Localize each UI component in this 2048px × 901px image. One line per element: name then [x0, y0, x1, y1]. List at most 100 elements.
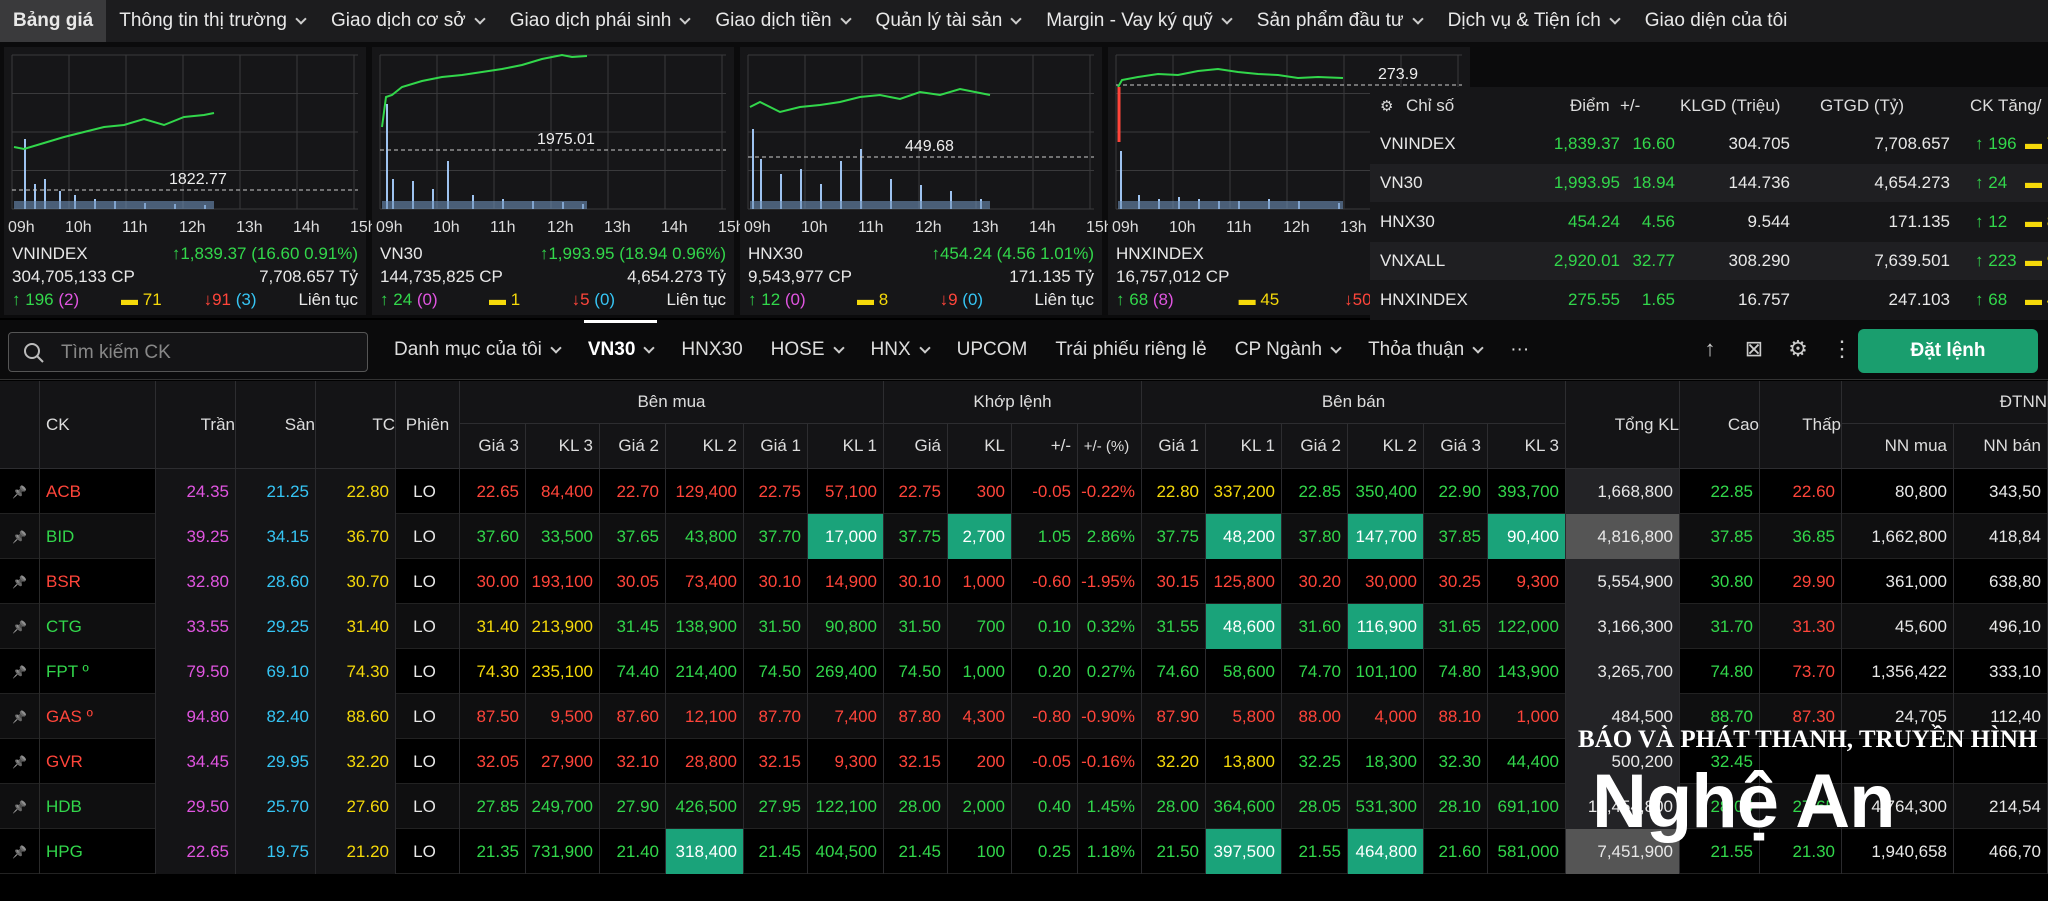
- cell-kl: 2,700: [948, 514, 1012, 559]
- pin-icon[interactable]: 📌: [0, 739, 40, 784]
- tab-label: UPCOM: [956, 339, 1028, 360]
- table-row[interactable]: 📌 HDB 29.50 25.70 27.60 LO 27.85 249,700 27.90 42…: [0, 784, 2048, 829]
- tab-item[interactable]: ···: [1496, 320, 1543, 380]
- tab-item[interactable]: HOSE: [757, 320, 857, 380]
- arrow-up-icon[interactable]: ↑: [1704, 336, 1716, 361]
- unchanged-count: 1: [2047, 173, 2048, 192]
- cell-nnm: 1,940,658: [1842, 829, 1954, 874]
- pin-icon[interactable]: 📌: [0, 784, 40, 829]
- table-row[interactable]: 📌 GAS º 94.80 82.40 88.60 LO 87.50 9,500 87.60 12…: [0, 694, 2048, 739]
- pin-icon[interactable]: 📌: [0, 469, 40, 514]
- panel-row-3: ↑ 24 (0) ▬ 1 ↓5 (0) Liên tục: [380, 289, 726, 311]
- pin-icon[interactable]: 📌: [0, 649, 40, 694]
- table-row[interactable]: 📌 HPG 22.65 19.75 21.20 LO 21.35 731,900 21.40 31…: [0, 829, 2048, 874]
- cell-pm: 1.05: [1012, 514, 1078, 559]
- header-kl1: KL 1: [808, 424, 884, 469]
- volume-bar: [760, 159, 762, 209]
- cell-ck[interactable]: FPT º: [40, 649, 156, 694]
- tab-item[interactable]: Trái phiếu riêng lẻ: [1041, 320, 1220, 380]
- header-gia1: Giá 1: [744, 424, 808, 469]
- gear-icon[interactable]: ⚙: [1788, 336, 1808, 361]
- table-row[interactable]: 📌 BID 39.25 34.15 36.70 LO 37.60 33,500 37.65 43,…: [0, 514, 2048, 559]
- nav-item[interactable]: Giao diện của tôi: [1632, 0, 1801, 42]
- cell-ck[interactable]: HDB: [40, 784, 156, 829]
- cell-tc: 74.30: [316, 649, 396, 694]
- cell-s1: 22.80: [1142, 469, 1206, 514]
- pin-icon[interactable]: 📌: [0, 829, 40, 874]
- panel-row-1: VNINDEX ↑1,839.37 (16.60 0.91%): [12, 243, 358, 265]
- cell-ck[interactable]: GVR: [40, 739, 156, 784]
- nav-item[interactable]: Quản lý tài sản: [863, 0, 1034, 42]
- cell-ck[interactable]: CTG: [40, 604, 156, 649]
- table-row[interactable]: 📌 CTG 33.55 29.25 31.40 LO 31.40 213,900 31.45 13…: [0, 604, 2048, 649]
- table-row[interactable]: 📌 ACB 24.35 21.25 22.80 LO 22.65 84,400 22.70 129…: [0, 469, 2048, 514]
- cell-ck[interactable]: BSR: [40, 559, 156, 604]
- table-row[interactable]: 📌 GVR 34.45 29.95 32.20 LO 32.05 27,900 32.10 28,…: [0, 739, 2048, 784]
- board-tabs: Danh mục của tôi VN30 HNX30 HOSE HNX UPCOM Trá…: [380, 320, 1543, 380]
- pin-icon[interactable]: 📌: [0, 559, 40, 604]
- cell-ck[interactable]: BID: [40, 514, 156, 559]
- nav-item[interactable]: Margin - Vay ký quỹ: [1033, 0, 1243, 42]
- nav-item[interactable]: Dịch vụ & Tiện ích: [1435, 0, 1632, 42]
- index-name[interactable]: HNX30: [748, 244, 803, 263]
- index-name[interactable]: HNXINDEX: [1116, 244, 1204, 263]
- chevron-down-icon: [1472, 341, 1484, 354]
- index-table-row[interactable]: VN30 1,993.95 18.94 144.736 4,654.273 ↑ 24 ▬ 1: [1370, 164, 2048, 202]
- nav-item[interactable]: Giao dịch cơ sở: [318, 0, 497, 42]
- unchanged: ▬ 71: [2025, 134, 2048, 154]
- tab-item[interactable]: VN30: [574, 320, 668, 380]
- search-input[interactable]: Tìm kiếm CK: [8, 332, 368, 372]
- index-table-row[interactable]: VNXALL 2,920.01 32.77 308.290 7,639.501 ↑ 223…: [1370, 242, 2048, 280]
- cell-ck[interactable]: GAS º: [40, 694, 156, 739]
- index-chart-panel[interactable]: 1822.77 09h 10h 11h 12h 13h 14h 15h VNINDEX ↑1,83…: [4, 47, 377, 315]
- pin-icon[interactable]: 📌: [0, 604, 40, 649]
- decliners-count: 5: [580, 290, 590, 309]
- advancers: ↑ 68 (8): [1116, 290, 1174, 309]
- index-table-row[interactable]: HNX30 454.24 4.56 9.544 171.135 ↑ 12 ▬ 8: [1370, 203, 2048, 241]
- cell-cao: 28.05: [1680, 784, 1760, 829]
- index-name[interactable]: VN30: [380, 244, 423, 263]
- nav-item[interactable]: Giao dịch phái sinh: [497, 0, 703, 42]
- nav-item[interactable]: Giao dịch tiền: [702, 0, 862, 42]
- cell-ck[interactable]: ACB: [40, 469, 156, 514]
- cell-bk1: 122,100: [808, 784, 884, 829]
- session-status: Liên tục: [666, 290, 726, 309]
- header-ck: CK: [40, 381, 156, 469]
- chevron-down-icon: [643, 341, 656, 354]
- tab-item[interactable]: UPCOM: [943, 320, 1042, 380]
- cell-phien: LO: [396, 559, 460, 604]
- table-row[interactable]: 📌 BSR 32.80 28.60 30.70 LO 30.00 193,100 30.05 73…: [0, 559, 2048, 604]
- tab-item[interactable]: CP Ngành: [1221, 320, 1354, 380]
- table-row[interactable]: 📌 FPT º 79.50 69.10 74.30 LO 74.30 235,100 74.40…: [0, 649, 2048, 694]
- time-tick: 11h: [490, 219, 516, 236]
- index-table-row[interactable]: HNXINDEX 275.55 1.65 16.757 247.103 ↑ 68 ▬ 45: [1370, 281, 2048, 319]
- tab-item[interactable]: HNX30: [667, 320, 756, 380]
- header-name: Chỉ số: [1406, 96, 1455, 115]
- gear-icon[interactable]: ⚙: [1380, 98, 1394, 115]
- more-vertical-icon[interactable]: ⋮: [1831, 336, 1853, 361]
- nav-item[interactable]: Thông tin thị trường: [106, 0, 318, 42]
- nav-item[interactable]: Sản phẩm đầu tư: [1244, 0, 1435, 42]
- cell-s1: 32.20: [1142, 739, 1206, 784]
- decliners-count: 9: [948, 290, 958, 309]
- cell-kl: 100: [948, 829, 1012, 874]
- tab-item[interactable]: Thỏa thuận: [1354, 320, 1496, 380]
- place-order-button[interactable]: Đặt lệnh: [1858, 329, 2038, 373]
- nav-item[interactable]: Bảng giá: [0, 0, 107, 42]
- excel-icon[interactable]: ⊠: [1744, 336, 1764, 361]
- index-chart-panel[interactable]: 449.68 09h 10h 11h 12h 13h 14h 15h HNX30 ↑454.24 …: [740, 47, 1113, 315]
- index-table-row[interactable]: VNINDEX 1,839.37 16.60 304.705 7,708.657 ↑ 19…: [1370, 125, 2048, 163]
- cell-b1: 22.75: [744, 469, 808, 514]
- index-chart-panel[interactable]: 1975.01 09h 10h 11h 12h 13h 14h 15h VN30 ↑1,993.9…: [372, 47, 745, 315]
- decliners-floor: (0): [962, 290, 984, 309]
- tab-item[interactable]: HNX: [857, 320, 943, 380]
- tab-item[interactable]: Danh mục của tôi: [380, 320, 574, 380]
- index-volume: 9,543,977 CP: [748, 267, 852, 286]
- cell-san: 82.40: [236, 694, 316, 739]
- pin-icon[interactable]: 📌: [0, 514, 40, 559]
- pin-icon[interactable]: 📌: [0, 694, 40, 739]
- cell-ck[interactable]: HPG: [40, 829, 156, 874]
- index-name[interactable]: VNINDEX: [12, 244, 88, 263]
- header-gia1: Giá 1: [1142, 424, 1206, 469]
- header-klgd: KLGD (Triệu): [1680, 96, 1781, 115]
